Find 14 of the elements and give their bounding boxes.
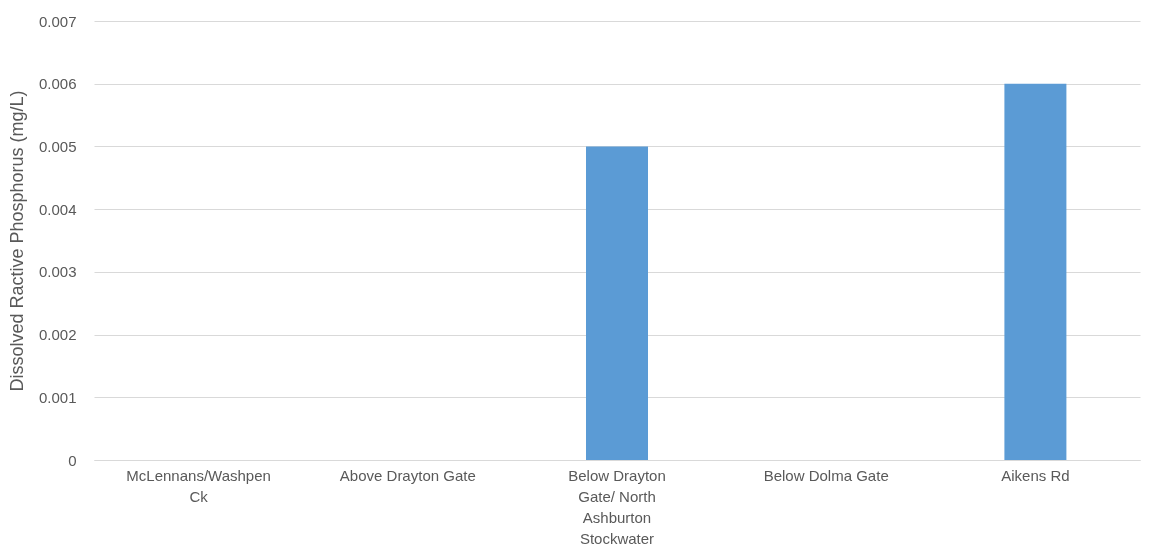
x-tick-label: Below Dolma Gate — [763, 466, 889, 484]
y-tick-label: 0.005 — [38, 137, 77, 155]
y-tick-label: 0 — [68, 451, 77, 469]
y-tick-label: 0.003 — [38, 263, 77, 281]
x-tick-label: McLennans/Washpen Ck — [126, 466, 271, 505]
y-tick-label: 0.004 — [38, 200, 77, 218]
y-axis-title: Dissolved Ractive Phosphorus (mg/L) — [6, 90, 27, 392]
y-tick-label: 0.002 — [38, 326, 77, 344]
y-tick-label: 0.001 — [38, 388, 77, 406]
y-tick-label: 0.006 — [38, 75, 77, 93]
x-tick-label: Aikens Rd — [1001, 466, 1070, 484]
x-tick-label: Below Drayton Gate/ North Ashburton Stockwater — [568, 466, 666, 547]
y-tick-label: 0.007 — [38, 12, 77, 30]
x-tick-label: Above Drayton Gate — [339, 466, 476, 484]
